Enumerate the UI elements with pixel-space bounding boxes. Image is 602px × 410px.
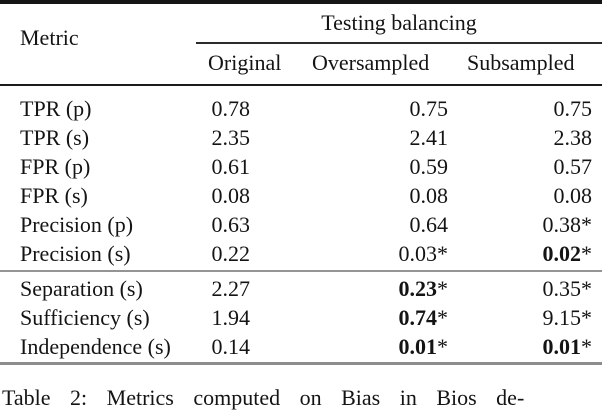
cell-number: 0.38 [542,212,582,237]
cell-number: 0.57 [553,154,593,179]
metric-label: Separation (s) [20,276,143,301]
cell-original: 2.27 [120,274,251,303]
metric-label: FPR (p) [20,154,91,179]
table-row: Precision (p) 0.63 0.64 0.38* [0,210,602,239]
cell-number: 0.75 [409,96,449,121]
cell-oversampled: 0.03* [288,239,449,268]
cell-number: 2.38 [553,125,593,150]
cell-number: 2.27 [211,276,251,301]
cell-number: 1.94 [211,305,251,330]
cell-subsampled: 0.02* [432,239,593,268]
metric-label: FPR (s) [20,183,88,208]
cell-oversampled: 0.01* [288,332,449,361]
cell-subsampled: 0.75 [432,94,593,123]
table-row: FPR (p) 0.61 0.59 0.57 [0,152,602,181]
cell-number: 0.08 [409,183,449,208]
cell-original: 0.14 [120,332,251,361]
bottom-rule [0,362,602,365]
table-row: FPR (s) 0.08 0.08 0.08 [0,181,602,210]
cell-subsampled: 0.38* [432,210,593,239]
metric-label: Precision (p) [20,212,134,237]
group-underline-rule [196,42,602,44]
column-header-original: Original [208,50,282,75]
cell-subsampled: 0.08 [432,181,593,210]
metric-label: TPR (s) [20,125,90,150]
cell-subsampled: 9.15* [432,303,593,332]
significance-star: * [581,212,592,237]
metric-label: Sufficiency (s) [20,305,150,330]
significance-star: * [581,305,592,330]
cell-number: 0.14 [211,334,251,359]
cell-number: 0.64 [409,212,449,237]
cell-number: 0.63 [211,212,251,237]
cell-original: 0.78 [120,94,251,123]
table-caption: Table 2: Metrics computed on Bias in Bio… [2,385,525,410]
table-row: TPR (s) 2.35 2.41 2.38 [0,123,602,152]
cell-number: 0.01 [398,334,438,359]
cell-subsampled: 0.57 [432,152,593,181]
table-row: Sufficiency (s) 1.94 0.74* 9.15* [0,303,602,332]
cell-number: 2.35 [211,125,251,150]
table-row: Independence (s) 0.14 0.01* 0.01* [0,332,602,361]
group-header: Testing balancing [321,10,477,35]
table-row: Precision (s) 0.22 0.03* 0.02* [0,239,602,268]
cell-oversampled: 0.64 [288,210,449,239]
significance-star: * [437,334,448,359]
cell-number: 0.75 [553,96,593,121]
cell-number: 0.78 [211,96,251,121]
header-rule [0,84,602,86]
significance-star: * [581,241,592,266]
top-rule [0,0,602,4]
cell-subsampled: 0.35* [432,274,593,303]
cell-number: 0.74 [398,305,438,330]
cell-subsampled: 0.01* [432,332,593,361]
cell-number: 0.03 [398,241,438,266]
cell-oversampled: 0.59 [288,152,449,181]
significance-star: * [581,334,592,359]
cell-number: 2.41 [409,125,449,150]
metric-label: Precision (s) [20,241,131,266]
significance-star: * [437,305,448,330]
section-rule [0,270,602,272]
cell-original: 0.22 [120,239,251,268]
table-row: TPR (p) 0.78 0.75 0.75 [0,94,602,123]
cell-number: 0.02 [542,241,582,266]
cell-original: 2.35 [120,123,251,152]
column-header-subsampled: Subsampled [467,50,575,75]
cell-oversampled: 0.74* [288,303,449,332]
metric-label: TPR (p) [20,96,92,121]
cell-number: 0.59 [409,154,449,179]
cell-original: 0.61 [120,152,251,181]
metric-column-header: Metric [20,25,79,50]
cell-number: 0.08 [553,183,593,208]
cell-number: 0.61 [211,154,251,179]
column-header-oversampled: Oversampled [312,50,430,75]
cell-number: 0.22 [211,241,251,266]
cell-number: 0.23 [398,276,438,301]
table-body: TPR (p) 0.78 0.75 0.75 TPR (s) 2.35 2.41… [0,94,602,361]
cell-subsampled: 2.38 [432,123,593,152]
cell-number: 0.01 [542,334,582,359]
cell-original: 0.08 [120,181,251,210]
cell-oversampled: 2.41 [288,123,449,152]
metric-label: Independence (s) [20,334,171,359]
cell-number: 0.08 [211,183,251,208]
cell-oversampled: 0.75 [288,94,449,123]
table-row: Separation (s) 2.27 0.23* 0.35* [0,274,602,303]
cell-original: 0.63 [120,210,251,239]
cell-oversampled: 0.23* [288,274,449,303]
cell-number: 9.15 [542,305,582,330]
cell-number: 0.35 [542,276,582,301]
cell-original: 1.94 [120,303,251,332]
cell-oversampled: 0.08 [288,181,449,210]
significance-star: * [581,276,592,301]
significance-star: * [437,241,448,266]
significance-star: * [437,276,448,301]
